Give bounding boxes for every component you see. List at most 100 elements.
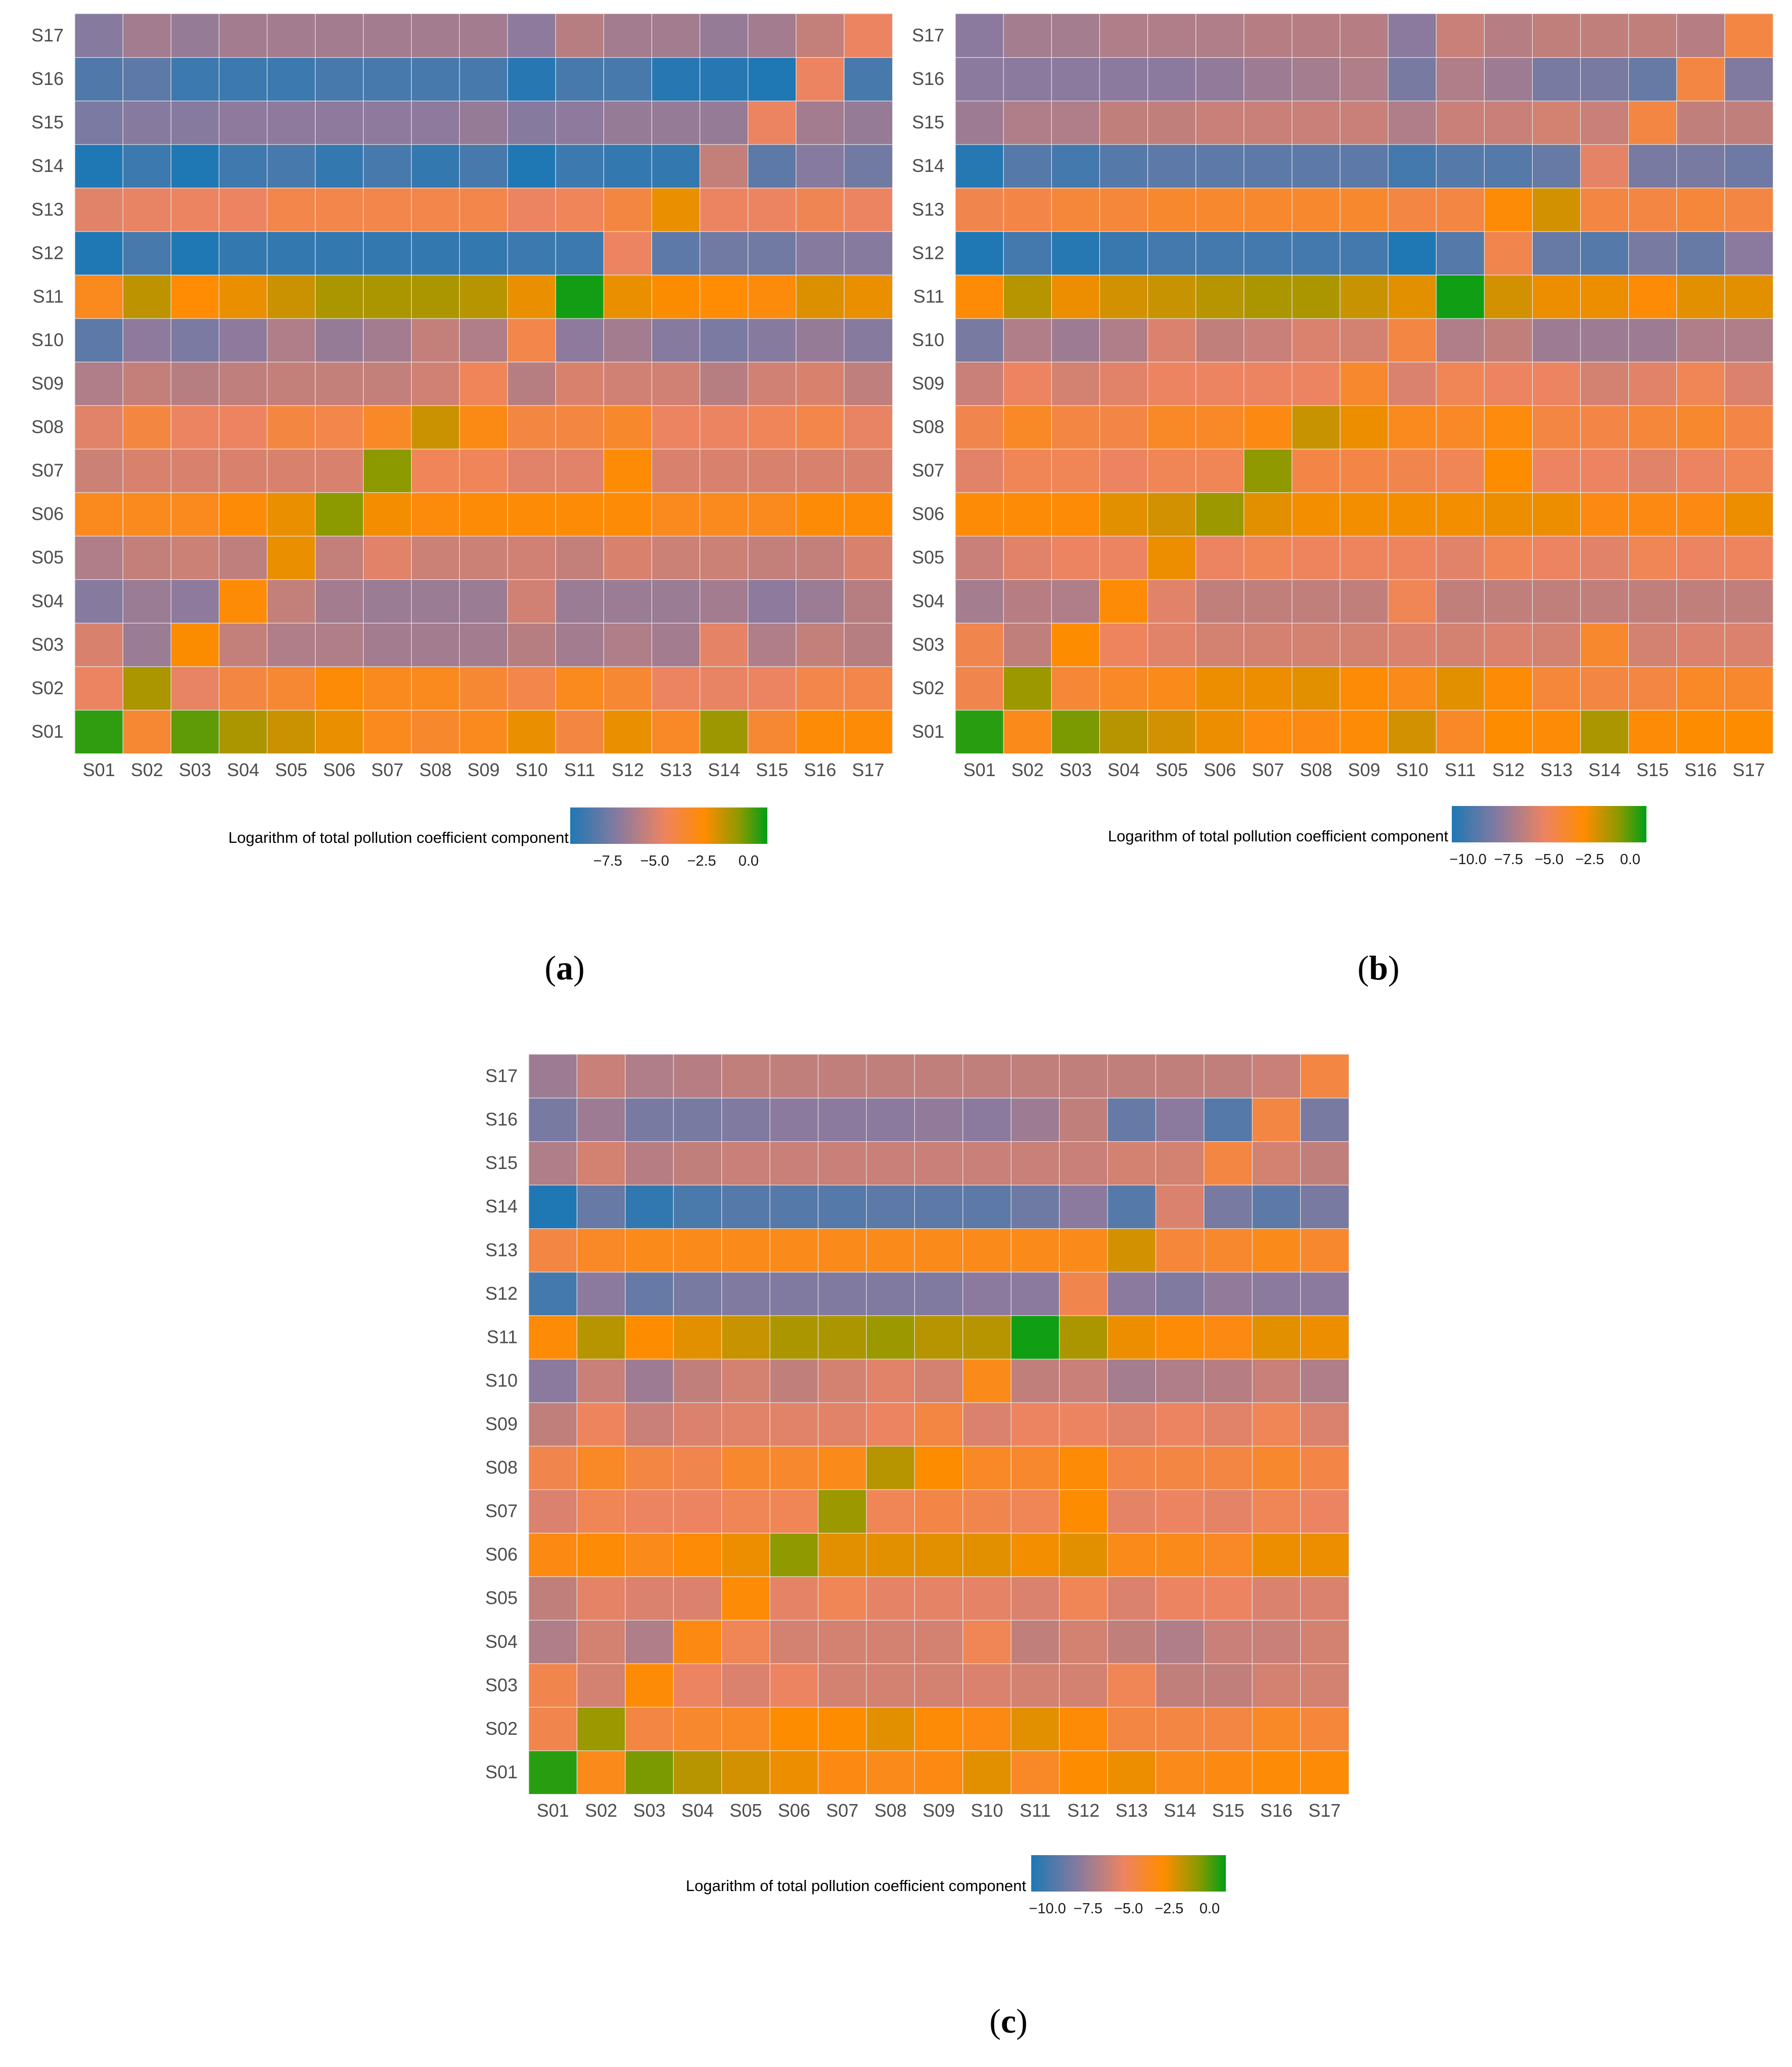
- heatmap-cell-b-S04-S09: [1340, 579, 1389, 624]
- heatmap-cell-c-S06-S02: [576, 1533, 626, 1577]
- x-tick-label-b-S10: S10: [1396, 759, 1429, 780]
- heatmap-cell-b-S07-S10: [1388, 448, 1437, 493]
- heatmap-cell-c-S06-S15: [1204, 1533, 1253, 1577]
- heatmap-cell-b-S12-S08: [1292, 231, 1341, 276]
- heatmap-cell-c-S01-S01: [528, 1750, 578, 1795]
- heatmap-cell-c-S15-S09: [914, 1141, 963, 1186]
- heatmap-cell-b-S09-S13: [1532, 361, 1581, 406]
- heatmap-cell-c-S02-S01: [528, 1706, 578, 1751]
- heatmap-cell-c-S17-S06: [769, 1054, 819, 1099]
- heatmap-cell-b-S13-S03: [1051, 187, 1100, 232]
- heatmap-cell-a-S11-S02: [122, 274, 172, 319]
- heatmap-cell-c-S17-S02: [576, 1054, 626, 1099]
- heatmap-cell-c-S13-S13: [1107, 1228, 1157, 1273]
- heatmap-cell-b-S09-S02: [1003, 361, 1052, 406]
- heatmap-cell-b-S17-S01: [955, 13, 1004, 58]
- heatmap-cell-a-S06-S12: [603, 492, 653, 536]
- heatmap-cell-c-S01-S04: [673, 1750, 722, 1795]
- heatmap-cell-a-S05-S11: [555, 535, 605, 580]
- heatmap-cell-a-S17-S05: [266, 13, 316, 58]
- heatmap-cell-c-S08-S10: [962, 1445, 1012, 1490]
- heatmap-cell-a-S11-S08: [411, 274, 461, 319]
- heatmap-cell-a-S05-S03: [170, 535, 220, 580]
- heatmap-cell-c-S02-S12: [1059, 1706, 1109, 1751]
- heatmap-cell-b-S08-S04: [1099, 405, 1148, 450]
- heatmap-cell-c-S04-S07: [817, 1620, 867, 1665]
- heatmap-cell-c-S05-S11: [1010, 1576, 1060, 1621]
- heatmap-cell-c-S02-S14: [1155, 1706, 1205, 1751]
- y-tick-label-b-S04: S04: [912, 591, 944, 611]
- heatmap-cell-c-S15-S12: [1059, 1141, 1109, 1186]
- heatmap-cell-b-S05-S14: [1580, 535, 1629, 580]
- x-tick-label-c-S15: S15: [1212, 1800, 1244, 1821]
- heatmap-cell-b-S11-S07: [1244, 274, 1293, 319]
- heatmap-cell-a-S07-S16: [796, 448, 845, 493]
- heatmap-cell-a-S10-S03: [170, 318, 220, 363]
- heatmap-cell-a-S08-S05: [266, 405, 316, 450]
- heatmap-cell-a-S16-S05: [266, 57, 316, 102]
- heatmap-cell-c-S16-S16: [1252, 1097, 1301, 1142]
- heatmap-cell-b-S07-S02: [1003, 448, 1052, 493]
- heatmap-cell-b-S05-S10: [1388, 535, 1437, 580]
- heatmap-cell-c-S11-S03: [625, 1315, 674, 1360]
- heatmap-cell-b-S07-S11: [1436, 448, 1485, 493]
- heatmap-panel-a: S01 S02 S03 S04 S05 S06 S07 S08 S09 S10 S11 S12 S13 S…: [31, 13, 893, 987]
- heatmap-cell-c-S11-S11: [1010, 1315, 1060, 1360]
- heatmap-cell-a-S11-S03: [170, 274, 220, 319]
- heatmap-cell-a-S14-S14: [699, 144, 749, 189]
- heatmap-cell-b-S04-S13: [1532, 579, 1581, 624]
- heatmap-cell-c-S07-S15: [1204, 1489, 1253, 1534]
- heatmap-cell-b-S05-S04: [1099, 535, 1148, 580]
- heatmap-cell-c-S04-S01: [528, 1620, 578, 1665]
- heatmap-cell-a-S09-S09: [459, 361, 509, 406]
- colorbar-tick-a-3: 0.0: [739, 853, 759, 869]
- heatmap-cell-c-S12-S16: [1252, 1271, 1301, 1316]
- heatmap-cell-a-S02-S15: [748, 666, 797, 711]
- heatmap-cell-c-S14-S10: [962, 1184, 1012, 1229]
- heatmap-cell-c-S14-S17: [1300, 1184, 1350, 1229]
- heatmap-cell-a-S06-S14: [699, 492, 749, 536]
- heatmap-cell-c-S07-S10: [962, 1489, 1012, 1534]
- heatmap-cell-c-S17-S04: [673, 1054, 722, 1099]
- heatmap-cell-a-S04-S02: [122, 579, 172, 624]
- heatmap-cell-c-S12-S10: [962, 1271, 1012, 1316]
- heatmap-cell-b-S03-S07: [1244, 622, 1293, 667]
- heatmap-cell-c-S15-S15: [1204, 1141, 1253, 1186]
- heatmap-cell-b-S07-S14: [1580, 448, 1629, 493]
- heatmap-cell-a-S07-S01: [74, 448, 124, 493]
- colorbar-ticks-a: −7.5 −5.0 −2.5 0.0: [593, 853, 759, 869]
- heatmap-cell-b-S14-S04: [1099, 144, 1148, 189]
- heatmap-cell-a-S01-S04: [218, 709, 268, 754]
- heatmap-cell-c-S14-S15: [1204, 1184, 1253, 1229]
- heatmap-cell-b-S04-S12: [1484, 579, 1533, 624]
- heatmap-cell-b-S10-S04: [1099, 318, 1148, 363]
- y-tick-label-b-S07: S07: [912, 460, 944, 481]
- heatmap-cell-a-S01-S11: [555, 709, 605, 754]
- heatmap-cell-a-S14-S15: [748, 144, 797, 189]
- heatmap-cell-a-S08-S01: [74, 405, 124, 450]
- heatmap-cell-c-S10-S09: [914, 1358, 963, 1403]
- heatmap-cell-c-S10-S17: [1300, 1358, 1350, 1403]
- heatmap-cell-c-S06-S16: [1252, 1533, 1301, 1577]
- heatmap-cell-b-S14-S17: [1724, 144, 1774, 189]
- heatmap-cell-b-S06-S01: [955, 492, 1004, 536]
- heatmap-cell-c-S17-S16: [1252, 1054, 1301, 1099]
- x-tick-label-c-S06: S06: [778, 1800, 810, 1821]
- heatmap-cell-a-S06-S17: [844, 492, 893, 536]
- heatmap-cell-a-S15-S15: [748, 100, 797, 145]
- heatmap-cell-c-S07-S05: [721, 1489, 771, 1534]
- x-tick-label-c-S01: S01: [537, 1800, 569, 1821]
- heatmap-cell-c-S13-S11: [1010, 1228, 1060, 1273]
- heatmap-cell-c-S14-S09: [914, 1184, 963, 1229]
- heatmap-cell-b-S16-S14: [1580, 57, 1629, 102]
- heatmap-cell-a-S05-S08: [411, 535, 461, 580]
- heatmap-cell-a-S13-S03: [170, 187, 220, 232]
- heatmap-cell-a-S04-S10: [507, 579, 557, 624]
- heatmap-cell-b-S05-S15: [1628, 535, 1677, 580]
- heatmap-cell-c-S05-S01: [528, 1576, 578, 1621]
- heatmap-cell-c-S12-S04: [673, 1271, 722, 1316]
- heatmap-cell-b-S07-S16: [1676, 448, 1726, 493]
- heatmap-cell-b-S02-S09: [1340, 666, 1389, 711]
- heatmap-cell-c-S12-S13: [1107, 1271, 1157, 1316]
- heatmap-cell-b-S09-S05: [1147, 361, 1197, 406]
